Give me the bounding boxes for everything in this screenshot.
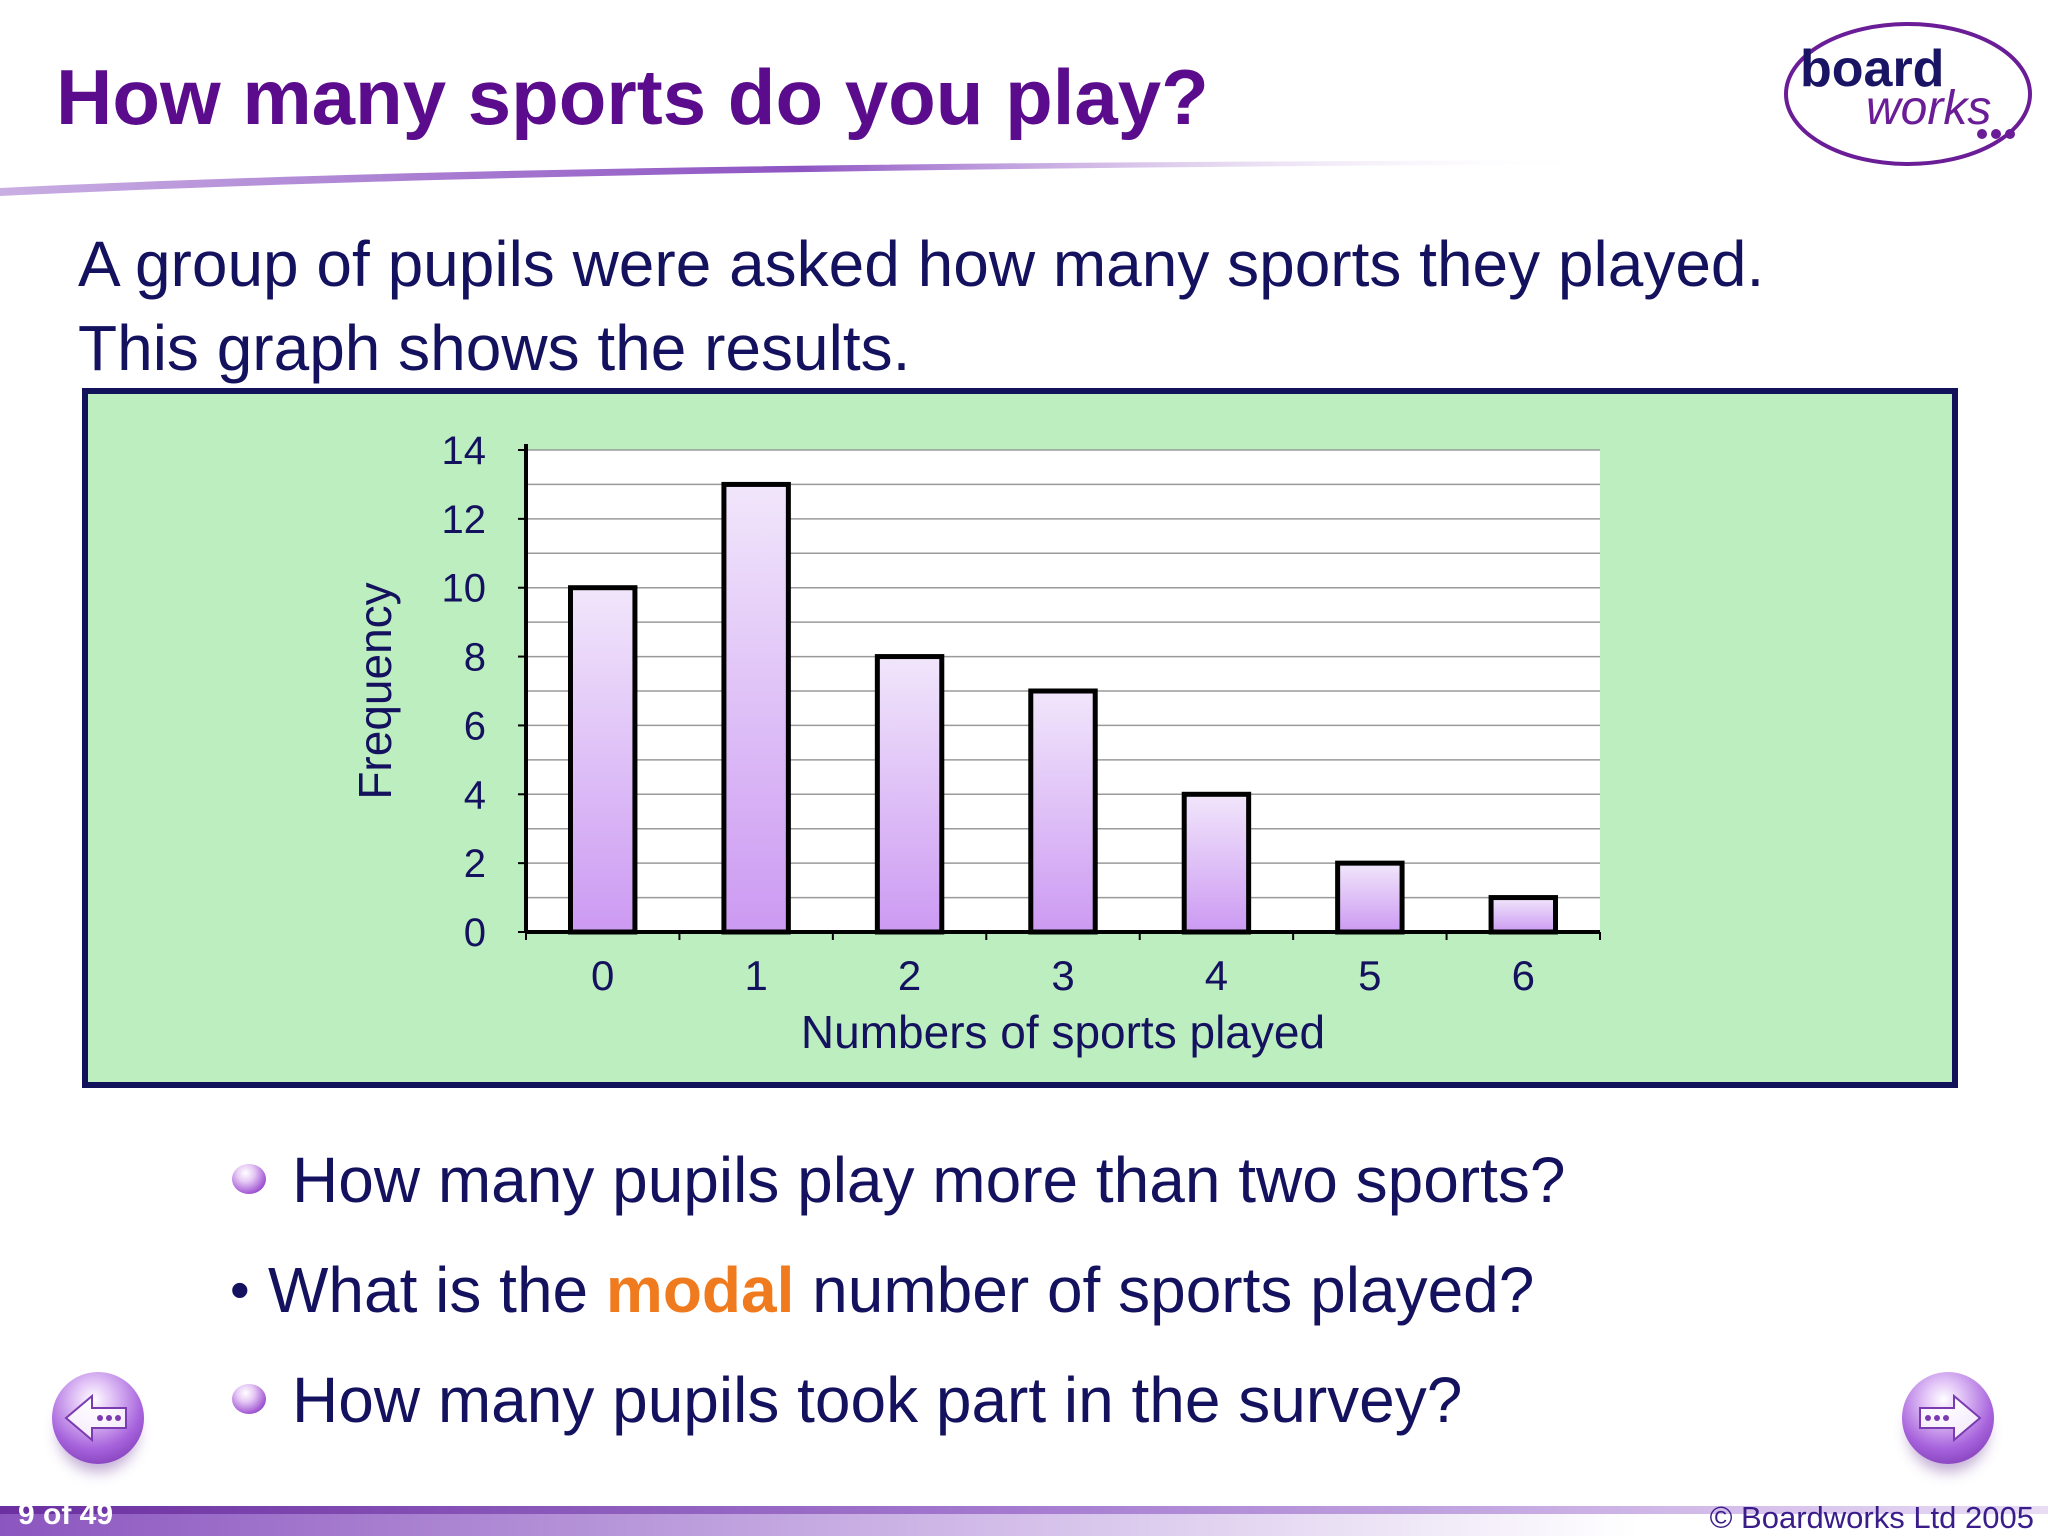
question-2-highlight: modal [605,1254,795,1326]
svg-text:works: works [1866,82,1991,135]
svg-text:board: board [1800,40,1944,98]
x-tick-label: 2 [898,952,921,999]
axes [518,444,1601,940]
bars [567,481,1559,935]
x-tick-label: 5 [1358,952,1381,999]
bar-3 [1028,688,1098,935]
x-tick-label: 0 [591,952,614,999]
y-tick-label: 14 [442,429,487,473]
bar-1 [721,481,791,935]
previous-slide-button[interactable] [52,1372,144,1464]
x-axis-label: Numbers of sports played [801,1006,1325,1058]
bar-6 [1488,895,1559,935]
footer-bar [0,1496,2048,1536]
intro-line-2: This graph shows the results. [78,312,911,384]
arrow-left-icon [64,1393,127,1443]
y-tick-labels: 0 2 4 6 8 10 12 14 [442,429,487,955]
title-underline [0,160,1600,196]
bar-5 [1335,860,1405,935]
question-2-text: What is the modal number of sports playe… [268,1250,1534,1330]
x-tick-label: 4 [1205,952,1228,999]
bullet-ball-icon [232,1164,266,1194]
question-2-before: What is the [268,1254,606,1326]
intro-text: A group of pupils were asked how many sp… [78,222,1978,390]
footer-band [0,1506,2048,1514]
x-tick-label: 1 [744,952,767,999]
y-tick-label: 10 [442,567,487,611]
arrow-right-icon [1919,1393,1982,1443]
y-tick-label: 6 [464,704,486,748]
footer-band-lower [0,1514,2048,1536]
question-2-after: number of sports played? [794,1254,1535,1326]
y-tick-label: 8 [464,636,486,680]
boardworks-logo: board works [1784,22,2032,166]
bar-0 [567,585,638,935]
y-tick-label: 0 [464,911,486,955]
bullet-ball-icon [232,1384,266,1414]
intro-line-1: A group of pupils were asked how many sp… [78,228,1765,300]
question-3-text: How many pupils took part in the survey? [292,1364,1463,1436]
x-tick-label: 6 [1512,952,1535,999]
y-tick-label: 4 [464,773,486,817]
question-1-text: How many pupils play more than two sport… [292,1144,1566,1216]
y-axis-label: Frequency [349,582,401,799]
y-tick-label: 2 [464,842,486,886]
x-tick-label: 3 [1051,952,1074,999]
bullet-dot-icon: • [230,1258,250,1321]
bar-2 [874,654,945,935]
x-tick-labels: 0 1 2 3 4 5 6 [591,952,1535,999]
page-counter: 9 of 49 [18,1498,114,1531]
next-slide-button[interactable] [1902,1372,1994,1464]
copyright: © Boardworks Ltd 2005 [1709,1500,2034,1535]
slide-title: How many sports do you play? [56,53,1209,141]
bar-4 [1181,791,1252,935]
y-tick-label: 12 [442,498,487,542]
